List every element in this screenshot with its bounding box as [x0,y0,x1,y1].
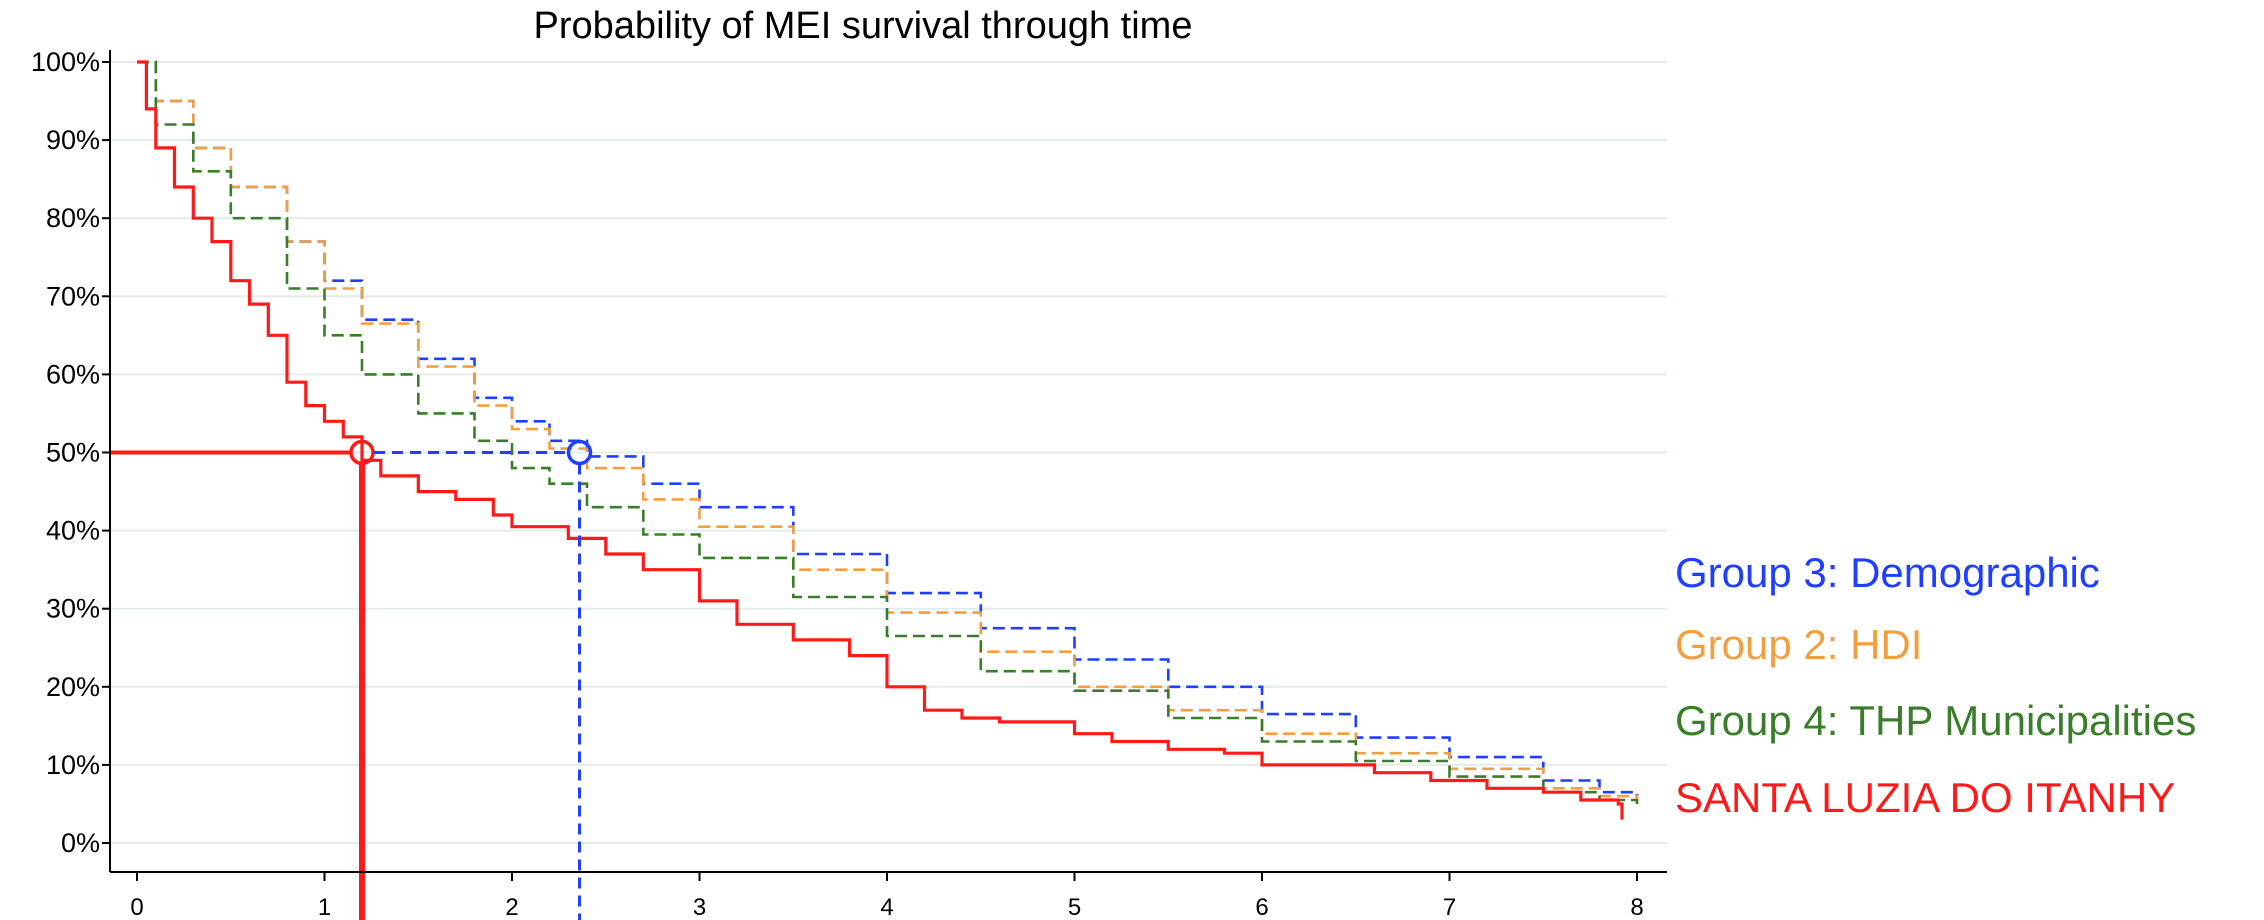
y-tick-label: 80% [46,203,100,233]
legend-item: Group 2: HDI [1675,621,1922,668]
legend-item: SANTA LUZIA DO ITANHY [1675,774,2175,821]
y-tick-label: 90% [46,125,100,155]
y-tick-label: 70% [46,281,100,311]
series-lines [137,60,1639,820]
x-tick-label: 2 [505,894,518,920]
y-tick-label: 20% [46,672,100,702]
series-line-group-4-thp-municipalities [137,60,1639,804]
chart-title: Probability of MEI survival through time [534,5,1193,47]
series-line-santa-luzia-do-itanhy [137,60,1624,820]
x-tick-label: 3 [693,894,706,920]
legend-item: Group 3: Demographic [1675,549,2100,596]
median-marker [566,439,593,466]
y-axis-ticks: 0% 10% 20% 30% 40% 50% 60% 70% 80% 90% 100% [31,47,110,858]
x-tick-label: 0 [130,894,143,920]
y-tick-label: 50% [46,438,100,468]
y-tick-label: 30% [46,594,100,624]
legend-item: Group 4: THP Municipalities [1675,697,2196,744]
x-tick-label: 7 [1443,894,1456,920]
x-tick-label: 8 [1630,894,1643,920]
x-tick-label: 1 [318,894,331,920]
x-tick-label: 5 [1068,894,1081,920]
legend: Group 3: Demographic Group 2: HDI Group 4:… [1675,549,2196,821]
median-annotations [110,439,593,920]
median-marker [349,439,375,466]
axes [109,50,1667,873]
y-tick-label: 40% [46,516,100,546]
y-tick-label: 60% [46,359,100,389]
y-tick-label: 10% [46,750,100,780]
x-tick-label: 4 [880,894,893,920]
y-tick-label: 100% [31,47,100,77]
x-tick-label: 6 [1255,894,1268,920]
y-tick-label: 0% [61,828,100,858]
x-axis-ticks: 0 1 2 3 4 5 6 7 8 [130,872,1644,920]
